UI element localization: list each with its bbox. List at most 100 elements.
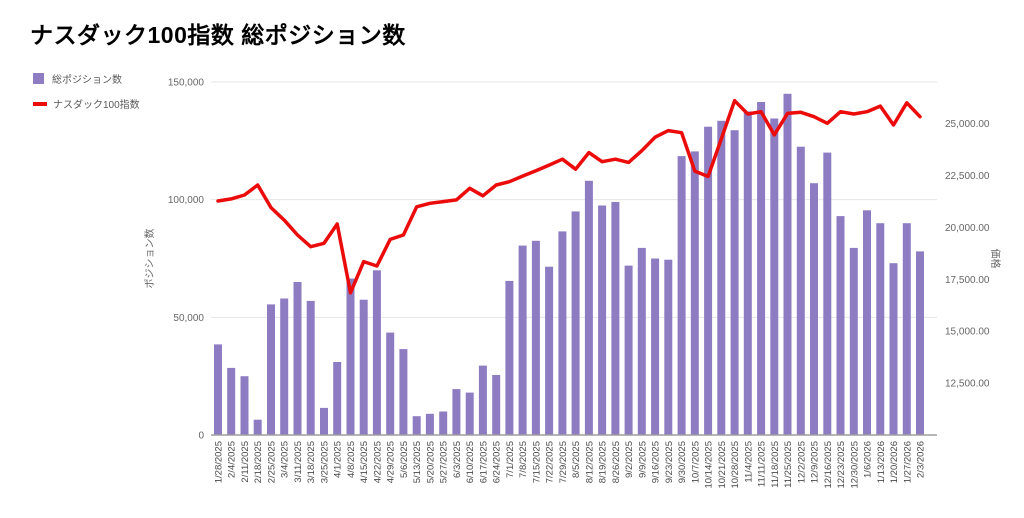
- bar: [280, 298, 289, 435]
- x-axis-tick-label: 5/13/2025: [412, 441, 423, 483]
- x-axis-tick-label: 11/18/2025: [770, 441, 781, 488]
- bar: [492, 375, 501, 435]
- bar: [399, 349, 408, 435]
- bar: [611, 202, 620, 435]
- bar: [306, 300, 315, 435]
- bar: [227, 367, 236, 435]
- x-axis-tick-label: 3/4/2025: [280, 441, 291, 478]
- bar: [783, 93, 792, 436]
- bar: [386, 332, 395, 435]
- x-axis-tick-label: 4/8/2025: [346, 441, 357, 478]
- chart-title: ナスダック100指数 総ポジション数: [30, 22, 406, 48]
- bar: [717, 120, 726, 436]
- bar: [372, 270, 381, 435]
- x-axis-tick-label: 1/27/2026: [902, 441, 913, 483]
- x-axis-tick-label: 3/18/2025: [306, 441, 317, 483]
- x-axis-tick-label: 12/9/2025: [810, 441, 821, 483]
- x-axis-tick-label: 8/5/2025: [571, 441, 582, 478]
- x-axis-tick-label: 7/22/2025: [545, 441, 556, 483]
- right-axis-tick-label: 20,000.00: [945, 223, 990, 234]
- x-axis-tick-label: 9/2/2025: [624, 441, 635, 478]
- legend: 総ポジション数 ナスダック100指数: [33, 66, 140, 116]
- bar: [293, 282, 302, 435]
- bar: [624, 265, 633, 435]
- bar: [240, 376, 249, 435]
- left-axis-tick-label: 50,000: [173, 313, 204, 324]
- bar: [677, 156, 686, 435]
- x-axis-tick-label: 11/4/2025: [743, 441, 754, 483]
- x-axis-tick-label: 5/6/2025: [399, 441, 410, 478]
- x-axis-tick-label: 7/1/2025: [505, 441, 516, 478]
- bar: [531, 240, 540, 435]
- x-axis-tick-label: 1/6/2026: [863, 441, 874, 478]
- bar: [863, 210, 871, 435]
- x-axis-tick-label: 5/27/2025: [439, 441, 450, 483]
- right-axis-tick-label: 25,000.00: [945, 119, 990, 130]
- bar: [545, 266, 554, 435]
- bar: [465, 392, 474, 435]
- bar: [598, 205, 607, 435]
- x-axis-tick-label: 6/17/2025: [478, 441, 489, 483]
- x-axis-tick-label: 4/22/2025: [372, 441, 383, 483]
- bar: [823, 152, 832, 435]
- right-axis-tick-label: 17,500.00: [945, 275, 990, 286]
- x-axis-tick-label: 12/30/2025: [849, 441, 860, 489]
- x-axis-tick-label: 4/1/2025: [333, 441, 344, 478]
- bar: [571, 211, 580, 435]
- x-axis-tick-label: 6/10/2025: [465, 441, 476, 483]
- x-axis-tick-label: 9/23/2025: [664, 441, 675, 483]
- bar: [558, 231, 567, 435]
- x-axis-tick-label: 8/26/2025: [611, 441, 622, 483]
- x-axis-tick-label: 10/21/2025: [717, 441, 728, 489]
- x-axis-tick-label: 8/19/2025: [598, 441, 609, 483]
- bar: [425, 413, 434, 435]
- bar: [637, 247, 646, 435]
- bar: [651, 258, 660, 435]
- x-axis-tick-label: 12/2/2025: [796, 441, 807, 483]
- bar: [584, 180, 593, 435]
- left-axis-tick-label: 100,000: [168, 195, 205, 206]
- bar: [452, 389, 461, 435]
- x-axis-tick-label: 3/11/2025: [293, 441, 304, 483]
- right-axis-title: 価格: [989, 249, 1002, 269]
- x-axis-tick-label: 1/13/2026: [876, 441, 887, 483]
- x-axis-tick-label: 5/20/2025: [425, 441, 436, 483]
- bar: [664, 259, 673, 435]
- line-series-swatch-icon: [33, 101, 47, 106]
- x-axis-tick-label: 6/24/2025: [492, 441, 503, 483]
- x-axis-tick-label: 10/7/2025: [690, 441, 701, 483]
- bar: [902, 223, 911, 435]
- bar: [333, 362, 342, 435]
- x-axis-tick-label: 1/28/2025: [214, 441, 225, 483]
- x-axis-tick-label: 7/15/2025: [531, 441, 542, 483]
- x-axis-tick-label: 9/9/2025: [637, 441, 648, 478]
- bar: [757, 102, 766, 435]
- left-axis-tick-label: 0: [198, 431, 204, 442]
- bar: [743, 111, 752, 436]
- legend-item-total-positions: 総ポジション数: [33, 66, 140, 91]
- bar: [320, 407, 328, 435]
- bar: [876, 223, 885, 435]
- x-axis-tick-label: 8/12/2025: [584, 441, 595, 483]
- x-axis-tick-label: 2/25/2025: [267, 441, 278, 483]
- bar: [916, 251, 924, 435]
- x-axis-tick-label: 10/14/2025: [704, 441, 715, 489]
- bar: [730, 130, 739, 435]
- bar: [359, 299, 368, 435]
- bar-series-swatch-icon: [33, 73, 44, 84]
- x-axis-tick-label: 6/3/2025: [452, 441, 463, 478]
- right-axis-tick-label: 12,500.00: [945, 379, 990, 390]
- legend-label-nasdaq-index: ナスダック100指数: [53, 100, 140, 111]
- right-axis-tick-label: 22,500.00: [945, 171, 990, 182]
- left-axis-title: ポジション数: [143, 229, 156, 289]
- bar: [770, 118, 779, 435]
- bar: [253, 419, 262, 435]
- x-axis-tick-label: 9/16/2025: [651, 441, 662, 483]
- bar: [505, 280, 514, 435]
- bar: [849, 247, 858, 435]
- bar: [439, 411, 448, 435]
- index-line: [216, 98, 922, 295]
- x-axis-tick-label: 11/25/2025: [783, 441, 794, 488]
